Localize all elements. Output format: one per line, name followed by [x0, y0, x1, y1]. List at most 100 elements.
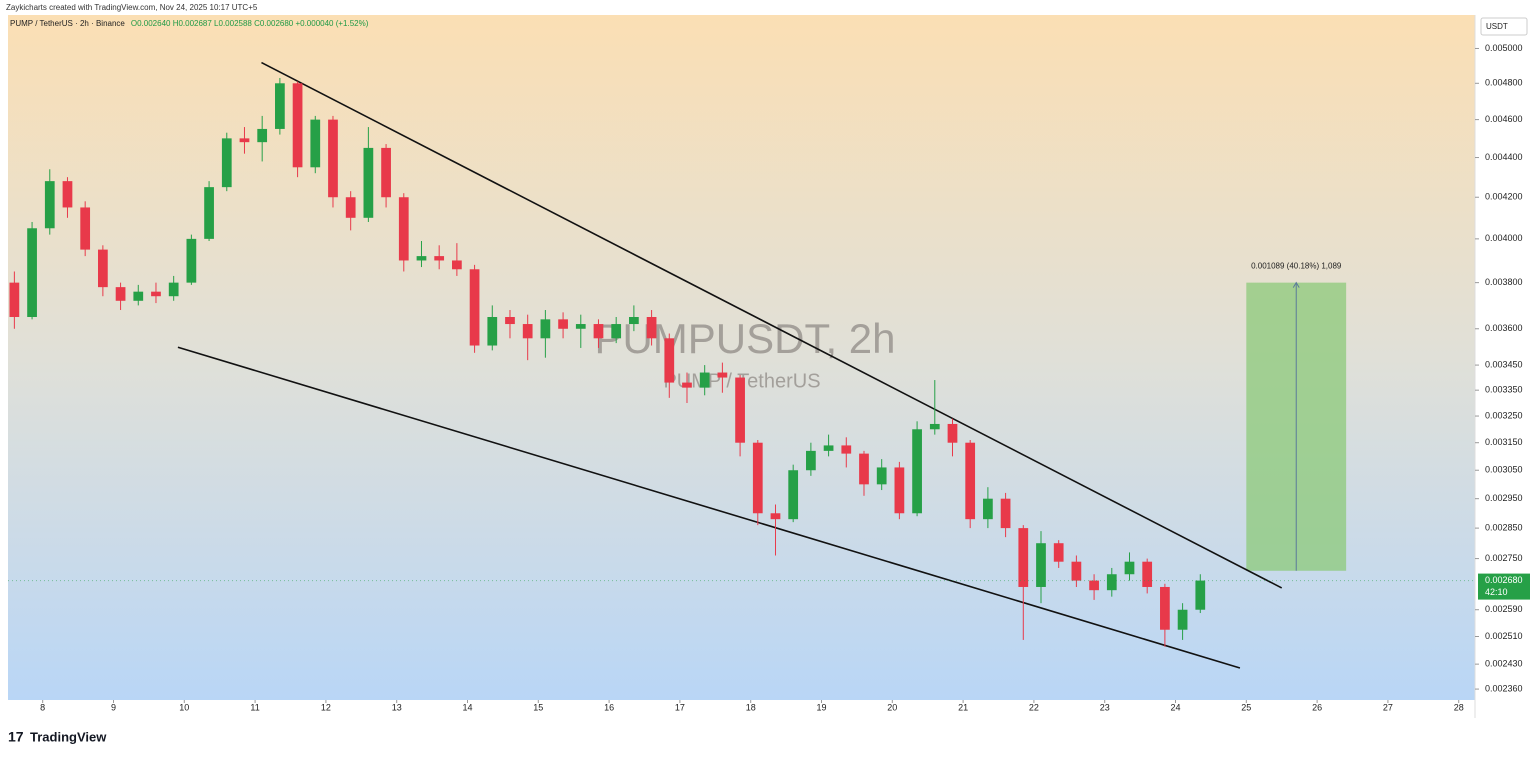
candle-body: [98, 249, 108, 288]
candle-body: [929, 423, 940, 430]
candle-body: [80, 207, 91, 250]
y-tick-label: 0.004600: [1485, 114, 1523, 124]
candle-body: [310, 119, 321, 168]
candle-body: [983, 498, 993, 520]
candle-body: [1053, 543, 1064, 562]
candle-body: [540, 319, 551, 339]
candle-body: [1160, 586, 1170, 630]
candle-body: [611, 324, 622, 339]
last-price-label: 0.002680: [1485, 575, 1523, 585]
x-tick-label: 17: [675, 702, 685, 712]
symbol: PUMP / TetherUS · 2h · Binance: [10, 19, 125, 28]
x-tick-label: 11: [250, 702, 259, 712]
candle-body: [752, 442, 763, 514]
candle-body: [717, 372, 728, 378]
x-tick-label: 19: [816, 702, 826, 712]
x-tick-label: 12: [321, 702, 331, 712]
symbol-line: PUMP / TetherUS · 2h · Binance O0.002640 …: [10, 19, 369, 28]
y-tick-label: 0.002750: [1485, 553, 1523, 563]
candle-body: [345, 197, 356, 218]
candle-body: [469, 269, 480, 346]
candle-body: [505, 317, 515, 325]
y-tick-label: 0.002850: [1485, 522, 1523, 532]
candle-body: [115, 287, 126, 301]
y-tick-label: 0.004200: [1485, 192, 1523, 202]
logo-text: TradingView: [30, 729, 107, 744]
y-tick-label: 0.003050: [1485, 465, 1523, 475]
y-tick-label: 0.002510: [1485, 631, 1523, 641]
candle-body: [894, 467, 905, 514]
y-tick-label: 0.003600: [1485, 323, 1523, 333]
unit-box[interactable]: [1480, 17, 1528, 36]
candle-body: [575, 324, 586, 329]
candle-body: [859, 453, 869, 485]
x-tick-label: 20: [887, 702, 897, 712]
target-arrowhead: [1292, 281, 1300, 288]
candle-body: [735, 377, 745, 443]
y-tick-label: 0.002950: [1485, 493, 1523, 503]
candle-body: [558, 319, 568, 329]
candle-body: [328, 119, 338, 198]
y-tick-label: 0.005000: [1485, 43, 1523, 53]
candle-body: [416, 256, 427, 261]
logo-icon: 17: [8, 729, 24, 745]
x-tick-label: 25: [1241, 702, 1251, 712]
candle-body: [221, 138, 232, 188]
credit: Zaykicharts created with TradingView.com…: [6, 3, 258, 12]
candle-body: [876, 467, 887, 485]
candle-body: [239, 138, 250, 143]
x-tick-label: 28: [1454, 702, 1464, 712]
trendline[interactable]: [261, 61, 1283, 589]
watermark: PUMPUSDT, 2h: [594, 315, 895, 362]
candle-body: [1124, 561, 1135, 575]
candle-body: [27, 228, 37, 318]
y-tick-label: 0.003150: [1485, 437, 1523, 447]
candle-body: [186, 238, 197, 283]
candle-body: [1071, 561, 1082, 581]
candle-body: [912, 429, 922, 514]
candle-body: [770, 513, 781, 520]
candle-body: [806, 450, 816, 471]
candle-body: [168, 282, 179, 297]
y-tick-label: 0.003350: [1485, 385, 1523, 395]
candle-body: [1142, 561, 1153, 587]
x-tick-label: 10: [179, 702, 189, 712]
candle-body: [646, 317, 657, 339]
y-tick-label: 0.003800: [1485, 277, 1523, 287]
x-tick-label: 21: [958, 702, 968, 712]
candle-body: [9, 282, 20, 318]
x-tick-label: 16: [604, 702, 614, 712]
x-tick-label: 27: [1383, 702, 1393, 712]
candle-body: [44, 181, 55, 229]
y-tick-label: 0.002590: [1485, 604, 1523, 614]
candle-body: [682, 382, 692, 388]
plot-background: [8, 15, 1475, 700]
candle-body: [823, 445, 834, 451]
candle-body: [487, 317, 498, 346]
y-unit[interactable]: USDT: [1486, 22, 1508, 31]
tv-logo: 17 TradingView: [8, 729, 107, 745]
x-tick-label: 8: [40, 702, 45, 712]
candle-body: [664, 338, 675, 383]
candle-body: [947, 423, 958, 443]
left-margin: [0, 15, 8, 700]
candle-body: [1018, 528, 1029, 587]
candle-body: [965, 442, 976, 520]
candle-body: [381, 147, 391, 198]
candle-body: [1106, 574, 1117, 591]
x-tick-label: 9: [111, 702, 116, 712]
y-tick-label: 0.003450: [1485, 359, 1523, 369]
x-tick-label: 18: [746, 702, 756, 712]
candle-body: [841, 445, 852, 454]
candle-body: [257, 128, 268, 143]
candle-body: [1195, 580, 1206, 610]
candle-body: [1089, 580, 1099, 591]
candle-body: [398, 197, 409, 261]
x-tick-label: 13: [392, 702, 402, 712]
trendline[interactable]: [177, 346, 1241, 669]
last-price-box: [1478, 573, 1530, 600]
x-tick-label: 26: [1312, 702, 1322, 712]
candle-body: [788, 470, 799, 520]
